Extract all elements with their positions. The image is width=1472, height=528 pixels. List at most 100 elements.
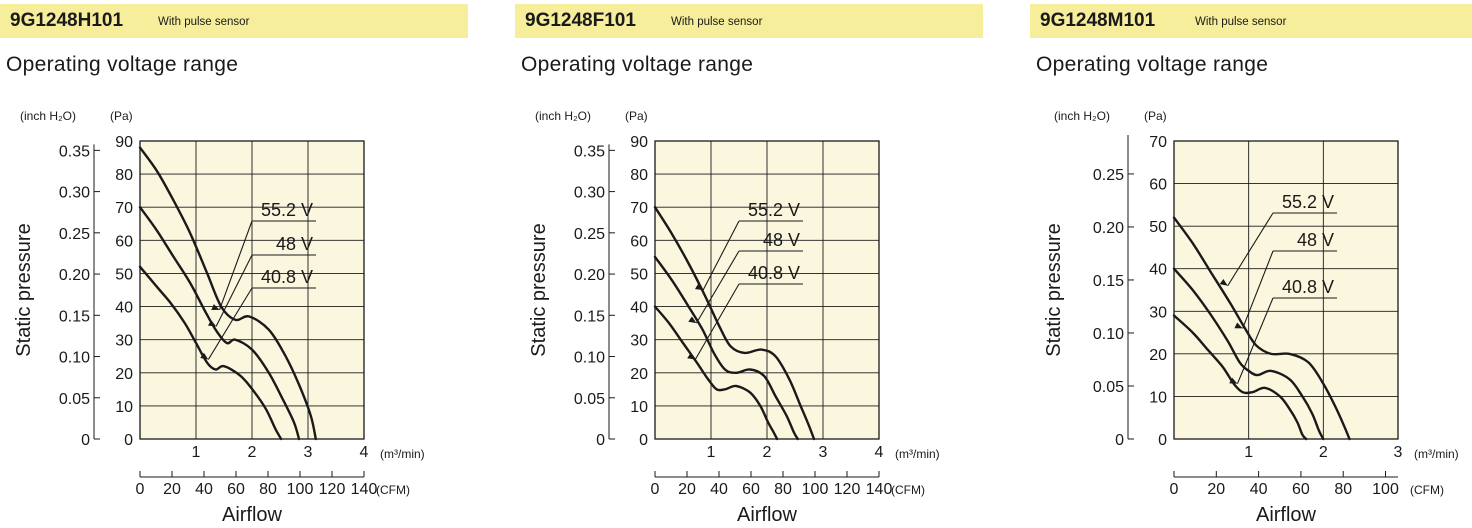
y-tick-label-pa: 0 — [124, 432, 133, 449]
label-arrowhead — [211, 304, 220, 310]
series-label: 40.8 V — [261, 267, 313, 287]
x-unit-m3: (m³/min) — [895, 447, 940, 461]
series-label: 55.2 V — [748, 200, 800, 220]
y-tick-label-pa: 10 — [115, 399, 133, 416]
series-line-40-8-v — [138, 265, 283, 441]
x-tick-label-cfm: 80 — [774, 481, 792, 498]
x-tick-label-cfm: 140 — [866, 481, 893, 498]
y-axis-label: Static pressure — [528, 223, 550, 356]
x-tick-label-m3: 2 — [1319, 444, 1328, 461]
x-tick-label-cfm: 120 — [319, 481, 346, 498]
series-label: 55.2 V — [1282, 192, 1334, 212]
series-line-40-8-v — [1172, 314, 1308, 441]
label-arrowhead — [687, 352, 696, 360]
chart-subtitle: Operating voltage range — [6, 53, 239, 76]
x-tick-label-cfm: 140 — [351, 481, 378, 498]
model-name: 9G1248H101 — [10, 10, 124, 31]
x-tick-label-m3: 3 — [304, 444, 313, 461]
y-tick-label-pa: 50 — [630, 266, 648, 283]
y-tick-label-pa: 0 — [639, 432, 648, 449]
x-tick-label-cfm: 60 — [742, 481, 760, 498]
y-tick-label-pa: 80 — [630, 167, 648, 184]
y-unit-pa: (Pa) — [110, 109, 133, 123]
y-tick-label-pa: 30 — [1149, 304, 1167, 321]
x-tick-label-m3: 1 — [707, 444, 716, 461]
y-unit-pa: (Pa) — [625, 109, 648, 123]
x-unit-cfm: (CFM) — [1410, 483, 1444, 497]
label-leader-line — [207, 287, 253, 360]
y-tick-label-pa: 20 — [1149, 347, 1167, 364]
y-tick-label-pa: 90 — [115, 134, 133, 151]
y-tick-label-inch: 0.15 — [59, 308, 90, 325]
y-tick-label-pa: 20 — [630, 366, 648, 383]
y-tick-label-inch: 0.25 — [1093, 167, 1124, 184]
chart-panel-9g1248h101: 9G1248H101 With pulse sensor Operating v… — [0, 0, 472, 528]
x-axis-label: Airflow — [1256, 504, 1317, 526]
x-tick-label-cfm: 80 — [259, 481, 277, 498]
y-tick-label-inch: 0 — [1115, 432, 1124, 449]
model-header: 9G1248M101 With pulse sensor — [1030, 4, 1472, 38]
model-header: 9G1248H101 With pulse sensor — [0, 4, 468, 38]
y-tick-label-pa: 60 — [630, 233, 648, 250]
x-tick-label-cfm: 0 — [136, 481, 145, 498]
y-tick-label-inch: 0.15 — [1093, 273, 1124, 290]
y-tick-label-inch: 0.10 — [1093, 326, 1124, 343]
y-tick-label-inch: 0.20 — [574, 267, 605, 284]
series-label: 48 V — [276, 234, 313, 254]
pressure-airflow-chart: 010203040506070(Pa)00.050.100.150.200.25… — [1043, 109, 1459, 526]
y-tick-label-inch: 0.20 — [1093, 220, 1124, 237]
label-arrowhead — [207, 320, 217, 327]
series-line-55-2-v — [1172, 216, 1351, 441]
y-tick-label-pa: 70 — [115, 200, 133, 217]
y-axis-label: Static pressure — [1043, 223, 1065, 356]
label-leader-line — [695, 250, 740, 324]
y-tick-label-pa: 50 — [115, 266, 133, 283]
label-arrowhead — [688, 316, 697, 324]
y-tick-label-inch: 0.10 — [574, 350, 605, 367]
x-tick-label-cfm: 40 — [195, 481, 213, 498]
chart-subtitle: Operating voltage range — [521, 53, 754, 76]
model-header: 9G1248F101 With pulse sensor — [515, 4, 983, 38]
y-tick-label-pa: 30 — [630, 333, 648, 350]
series-line-48-v — [1172, 267, 1325, 441]
y-tick-label-pa: 10 — [630, 399, 648, 416]
model-name: 9G1248F101 — [525, 10, 636, 31]
y-tick-label-inch: 0.35 — [59, 143, 90, 160]
label-leader-line — [1227, 212, 1274, 287]
y-tick-label-inch: 0.30 — [59, 185, 90, 202]
y-tick-label-pa: 70 — [630, 200, 648, 217]
y-tick-label-pa: 80 — [115, 167, 133, 184]
series-line-40-8-v — [653, 305, 779, 441]
x-tick-label-cfm: 120 — [834, 481, 861, 498]
x-unit-cfm: (CFM) — [891, 483, 925, 497]
label-leader-line — [1242, 250, 1274, 329]
y-tick-label-pa: 50 — [1149, 219, 1167, 236]
y-tick-label-pa: 20 — [115, 366, 133, 383]
x-tick-label-cfm: 0 — [1170, 481, 1179, 498]
y-unit-pa: (Pa) — [1144, 109, 1167, 123]
y-tick-label-inch: 0.30 — [574, 185, 605, 202]
label-arrowhead — [1234, 322, 1243, 329]
x-tick-label-cfm: 0 — [651, 481, 660, 498]
y-tick-label-pa: 40 — [630, 300, 648, 317]
series-line-48-v — [138, 206, 301, 441]
y-tick-label-pa: 40 — [1149, 262, 1167, 279]
x-axis-label: Airflow — [737, 504, 798, 526]
y-unit-inch: (inch H₂O) — [535, 109, 591, 123]
label-arrowhead — [1219, 278, 1228, 286]
x-tick-label-cfm: 100 — [802, 481, 829, 498]
series-label: 40.8 V — [1282, 277, 1334, 297]
y-tick-label-inch: 0.25 — [59, 226, 90, 243]
y-tick-label-inch: 0.25 — [574, 226, 605, 243]
y-tick-label-inch: 0.05 — [59, 391, 90, 408]
chart-panel-9g1248f101: 9G1248F101 With pulse sensor Operating v… — [515, 0, 987, 528]
y-tick-label-inch: 0 — [81, 432, 90, 449]
y-tick-label-inch: 0.10 — [59, 350, 90, 367]
label-arrowhead — [694, 283, 704, 291]
label-leader-line — [702, 220, 740, 291]
pressure-airflow-chart: 0102030405060708090(Pa)00.050.100.150.20… — [13, 109, 425, 526]
y-unit-inch: (inch H₂O) — [1054, 109, 1110, 123]
plot-area — [1173, 140, 1399, 440]
x-tick-label-m3: 1 — [192, 444, 201, 461]
y-tick-label-pa: 70 — [1149, 134, 1167, 151]
